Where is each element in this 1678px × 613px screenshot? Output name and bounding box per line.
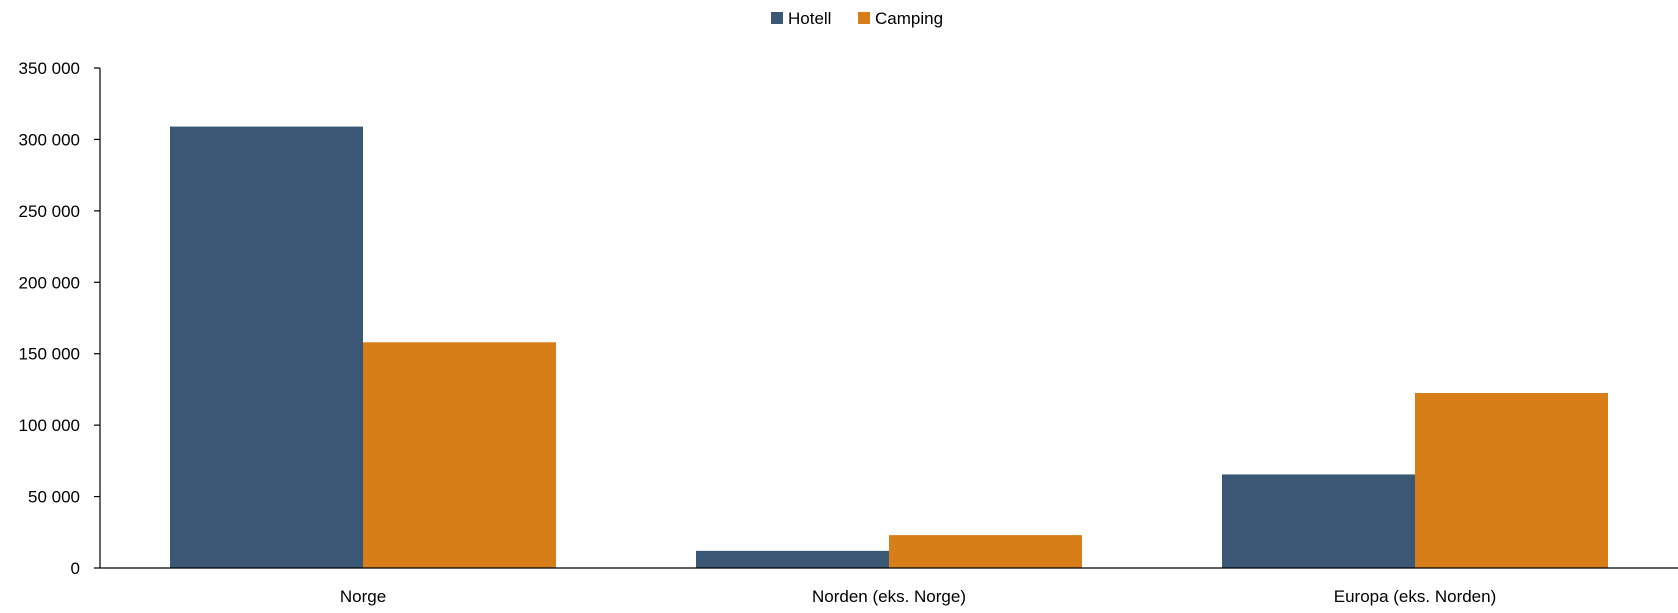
y-tick-label: 300 000 xyxy=(19,130,80,149)
y-tick-label: 100 000 xyxy=(19,416,80,435)
legend-swatch-camping xyxy=(858,12,870,24)
legend-label-camping: Camping xyxy=(875,9,943,28)
legend: Hotell Camping xyxy=(771,9,943,28)
x-category-label: Europa (eks. Norden) xyxy=(1334,587,1497,606)
y-axis: 0 50 000 100 000 150 000 200 000 250 000 300 0… xyxy=(19,59,101,578)
bar-camping-2 xyxy=(1415,393,1608,568)
x-category-label: Norden (eks. Norge) xyxy=(812,587,966,606)
legend-label-hotell: Hotell xyxy=(788,9,831,28)
bar-camping-0 xyxy=(363,342,556,568)
y-tick-label: 0 xyxy=(71,559,80,578)
bar-hotell-0 xyxy=(170,126,363,569)
y-tick-label: 50 000 xyxy=(28,488,80,507)
y-tick-label: 200 000 xyxy=(19,273,80,292)
legend-swatch-hotell xyxy=(771,12,783,24)
y-tick-label: 350 000 xyxy=(19,59,80,78)
x-category-label: Norge xyxy=(340,587,386,606)
bar-hotell-2 xyxy=(1222,474,1415,568)
bars xyxy=(170,126,1608,569)
x-axis: Norge Norden (eks. Norge) Europa (eks. Nor… xyxy=(100,567,1678,606)
bar-camping-1 xyxy=(889,535,1082,568)
y-tick-label: 150 000 xyxy=(19,345,80,364)
bar-hotell-1 xyxy=(696,550,889,568)
y-tick-label: 250 000 xyxy=(19,202,80,221)
